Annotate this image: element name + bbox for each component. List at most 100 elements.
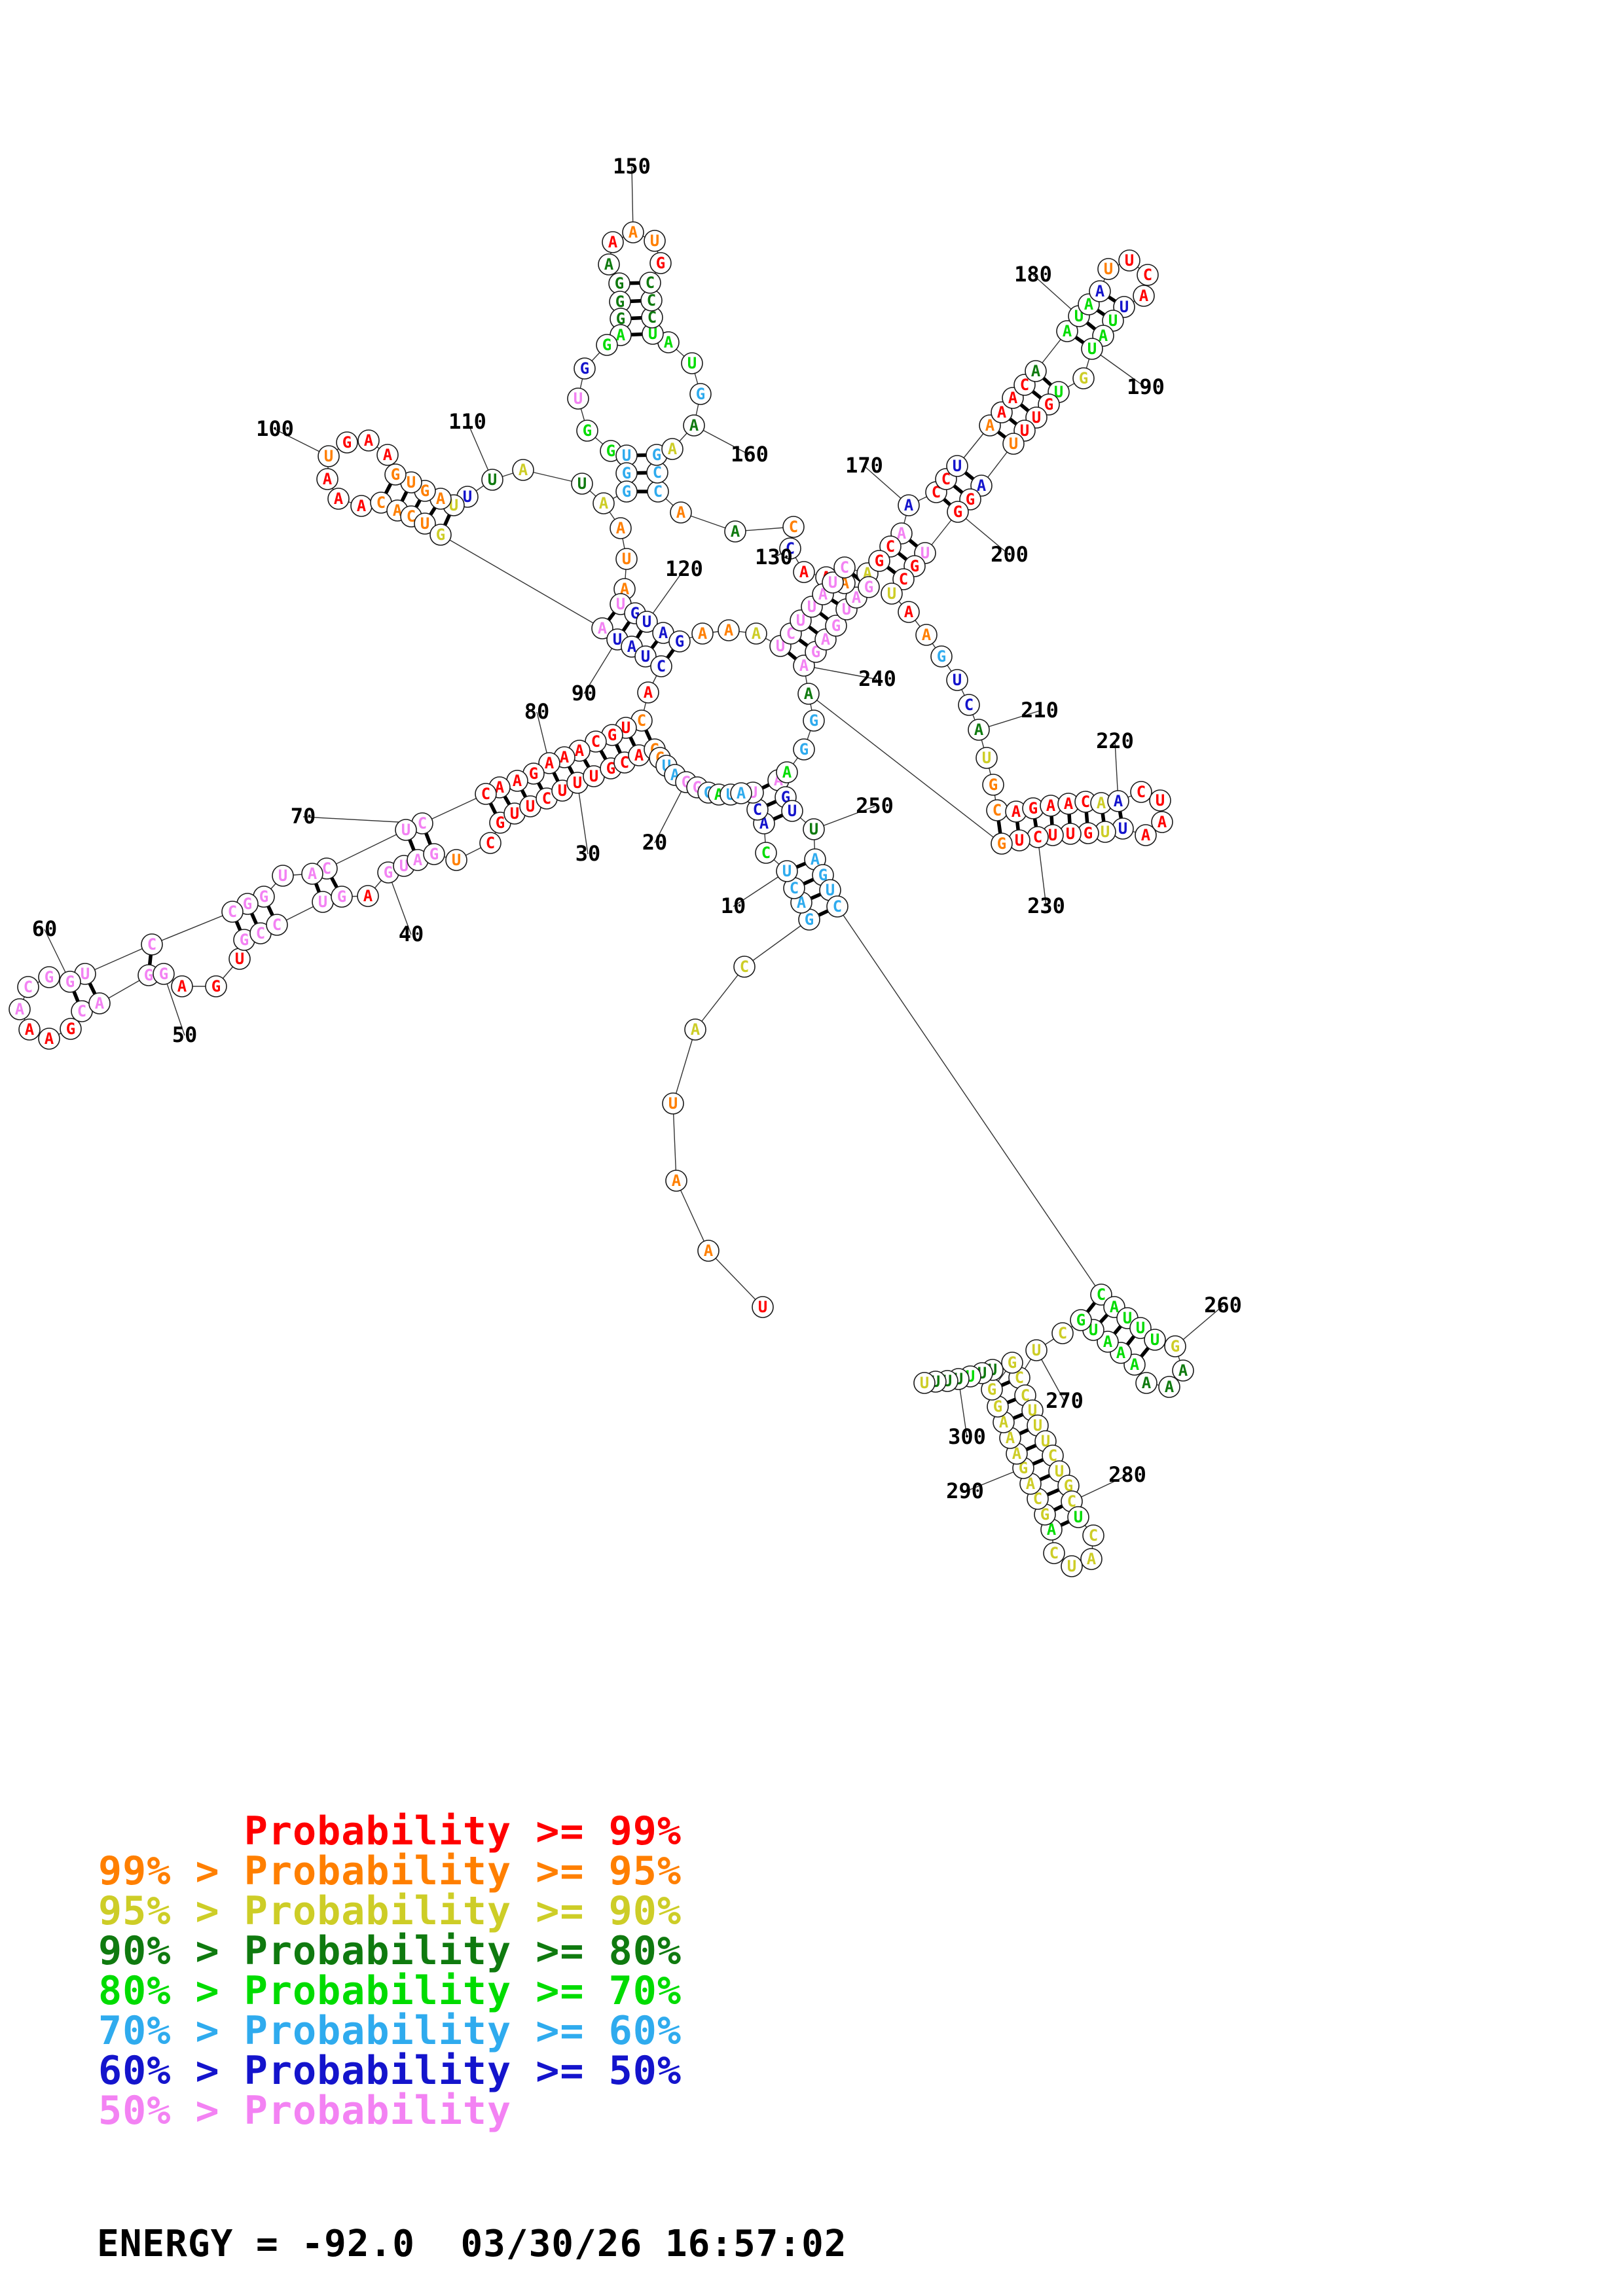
nucleotide-letter: A bbox=[985, 416, 995, 435]
nucleotide-letter: U bbox=[1108, 312, 1118, 330]
nucleotide-letter: C bbox=[753, 800, 762, 819]
nucleotide-letter: G bbox=[65, 973, 75, 991]
nucleotide-letter: A bbox=[15, 1000, 25, 1018]
nucleotide-letter: U bbox=[1150, 1331, 1159, 1349]
nucleotide-letter: G bbox=[240, 931, 249, 949]
backbone-link bbox=[708, 1250, 763, 1308]
nucleotide-circle bbox=[946, 669, 968, 691]
nucleotide-letter: U bbox=[399, 857, 409, 875]
nucleotide-letter: A bbox=[811, 850, 820, 869]
nucleotide-letter: A bbox=[545, 754, 555, 772]
position-label: 290 bbox=[946, 1479, 984, 1503]
nucleotide-letter: U bbox=[1020, 422, 1029, 440]
nucleotide-letter: G bbox=[809, 711, 818, 730]
nucleotide-letter: U bbox=[1009, 435, 1018, 453]
nucleotide-letter: U bbox=[1125, 251, 1134, 270]
backbone-link bbox=[672, 1029, 696, 1104]
nucleotide-letter: G bbox=[1029, 799, 1038, 817]
nucleotide-letter: U bbox=[577, 475, 587, 493]
nucleotide-circle bbox=[668, 630, 691, 653]
nucleotide-letter: A bbox=[413, 851, 423, 869]
legend-row: Probability >= 99% bbox=[98, 1808, 682, 1854]
nucleotide-letter: C bbox=[1048, 1446, 1057, 1465]
nucleotide-letter: U bbox=[1101, 823, 1110, 841]
nucleotide-letter: A bbox=[821, 630, 831, 649]
nucleotide-circle bbox=[915, 624, 938, 646]
nucleotide-letter: U bbox=[1032, 408, 1041, 427]
nucleotide-circle bbox=[615, 480, 638, 503]
nucleotide-circle bbox=[644, 230, 666, 252]
nucleotide-letter: C bbox=[653, 482, 663, 501]
nucleotide-letter: G bbox=[420, 482, 429, 500]
legend-row: 80% > Probability >= 70% bbox=[98, 1968, 682, 2014]
nucleotide-circle bbox=[946, 455, 968, 477]
nucleotide-circle bbox=[445, 849, 467, 871]
nucleotide-letter: A bbox=[364, 431, 374, 450]
nucleotide-letter: C bbox=[941, 470, 951, 488]
position-label: 80 bbox=[524, 699, 550, 724]
nucleotide-letter: C bbox=[272, 916, 282, 934]
nucleotide-letter: U bbox=[1089, 1321, 1098, 1339]
nucleotide-letter: G bbox=[243, 895, 252, 913]
nucleotide-letter: U bbox=[613, 630, 622, 649]
nucleotide-letter: U bbox=[510, 804, 519, 823]
nucleotide-letter: G bbox=[818, 866, 828, 884]
nucleotide-letter: C bbox=[647, 308, 657, 327]
nucleotide-letter: A bbox=[1158, 813, 1167, 831]
position-label: 220 bbox=[1096, 728, 1134, 753]
nucleotide-letter: G bbox=[1084, 824, 1093, 842]
nucleotide-letter: G bbox=[615, 274, 624, 293]
nucleotide-letter: G bbox=[580, 359, 589, 378]
nucleotide-letter: A bbox=[519, 461, 528, 479]
nucleotide-letter: U bbox=[278, 867, 287, 885]
position-label: 240 bbox=[858, 666, 896, 691]
nucleotide-letter: U bbox=[648, 325, 657, 343]
nucleotide-letter: C bbox=[1021, 1386, 1030, 1405]
nucleotide-letter: G bbox=[606, 442, 615, 460]
probability-legend: Probability >= 99% 99% > Probability >= 9… bbox=[98, 1812, 682, 2131]
nucleotide-circle bbox=[1137, 264, 1159, 286]
nucleotide-circle bbox=[868, 550, 890, 572]
nucleotide-letter: A bbox=[1012, 802, 1021, 821]
nucleotide-circle bbox=[327, 488, 350, 510]
nucleotide-letter: A bbox=[560, 748, 570, 766]
nucleotide-letter: A bbox=[513, 772, 522, 790]
nucleotide-circle bbox=[602, 231, 624, 253]
nucleotide-circle bbox=[724, 520, 746, 543]
nucleotide-circle bbox=[1135, 824, 1157, 846]
nucleotide-letter: G bbox=[696, 385, 705, 403]
nucleotide-circle bbox=[318, 445, 340, 467]
position-label: 170 bbox=[845, 453, 883, 478]
nucleotide-letter: A bbox=[672, 1172, 682, 1190]
nucleotide-letter: C bbox=[761, 844, 771, 862]
nucleotide-letter: G bbox=[616, 310, 625, 328]
nucleotide-letter: U bbox=[1074, 1508, 1083, 1526]
nucleotide-letter: C bbox=[786, 539, 795, 558]
position-label: 300 bbox=[948, 1424, 986, 1449]
nucleotide-circle bbox=[752, 1296, 774, 1318]
nucleotide-circle bbox=[898, 494, 920, 516]
nucleotide-circle bbox=[1081, 338, 1103, 360]
nucleotide-circle bbox=[1129, 1317, 1152, 1339]
rna-structure-canvas: UAAUACGACUCACUAAGGAGUUAGUCAGAGUAAAACCAAC… bbox=[9, 154, 1242, 1577]
position-label: 50 bbox=[172, 1022, 198, 1047]
nucleotide-letter: A bbox=[724, 621, 734, 639]
nucleotide-letter: G bbox=[831, 617, 841, 635]
nucleotide-letter: C bbox=[789, 518, 798, 536]
nucleotide-letter: C bbox=[322, 859, 331, 878]
nucleotide-letter: A bbox=[1087, 1550, 1097, 1568]
nucleotide-circle bbox=[684, 1018, 706, 1041]
nucleotide-circle bbox=[930, 645, 953, 668]
nucleotide-letter: G bbox=[675, 632, 684, 651]
backbone-link bbox=[744, 919, 810, 967]
nucleotide-letter: U bbox=[574, 389, 583, 408]
nucleotide-letter: C bbox=[657, 657, 666, 675]
nucleotide-letter: A bbox=[363, 887, 373, 905]
nucleotide-circle bbox=[683, 414, 705, 437]
nucleotide-letter: A bbox=[627, 637, 637, 656]
nucleotide-letter: U bbox=[758, 1298, 767, 1316]
position-label: 70 bbox=[291, 804, 316, 829]
nucleotide-letter: G bbox=[436, 526, 445, 544]
nucleotide-letter: G bbox=[953, 503, 962, 521]
